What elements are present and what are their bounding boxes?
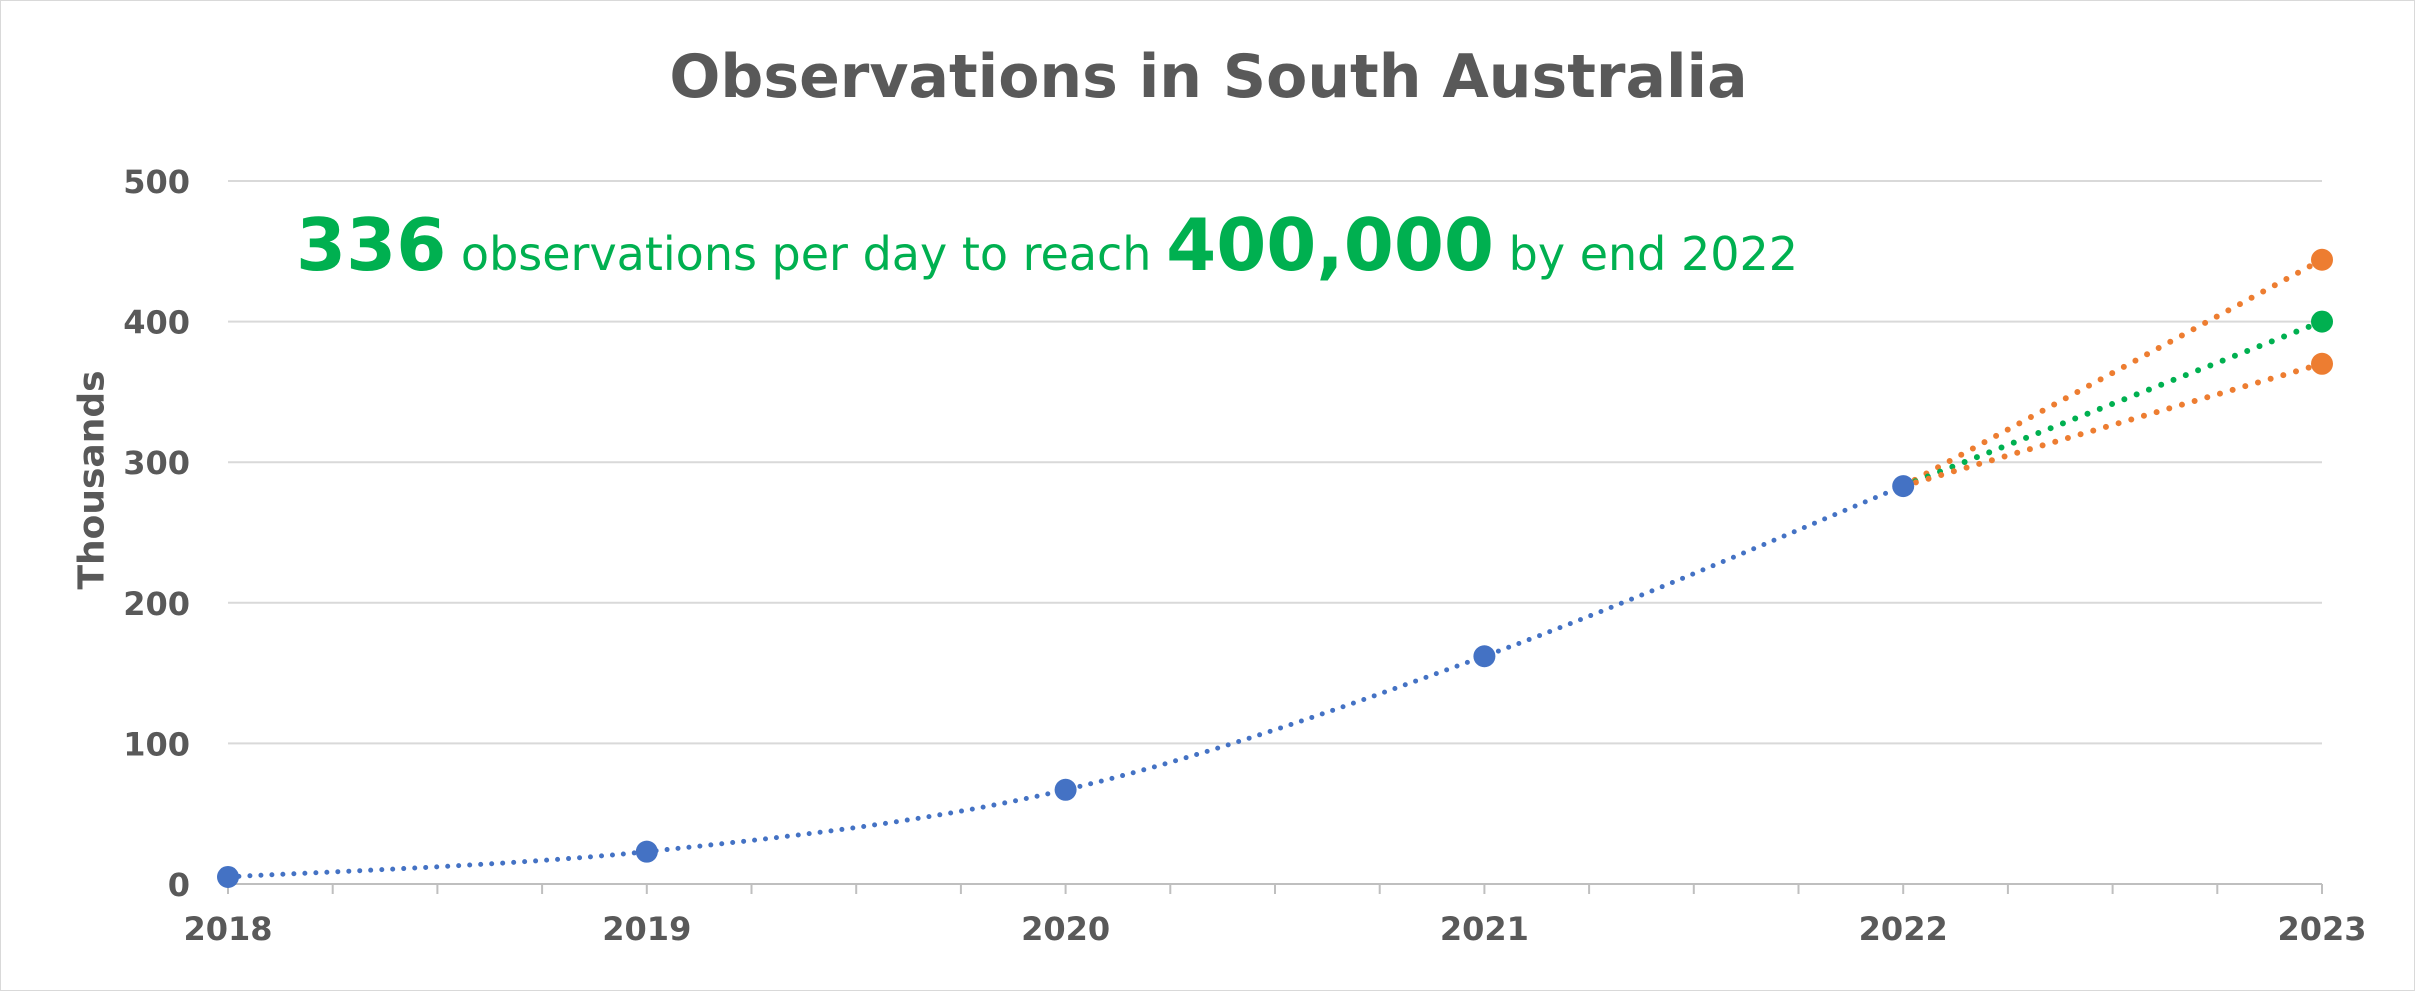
- data-point: [1054, 778, 1077, 801]
- headline-annotation: 336 observations per day to reach 400,00…: [296, 203, 1798, 287]
- y-tick-label: 500: [123, 163, 190, 201]
- data-point: [2311, 310, 2333, 333]
- series-line: [1900, 256, 2325, 490]
- series-line: [1900, 360, 2325, 490]
- y-tick-label: 200: [123, 585, 190, 623]
- x-tick-label: 2020: [1021, 910, 1110, 948]
- x-tick-label: 2019: [602, 910, 691, 948]
- series-line: [1900, 318, 2325, 490]
- data-point: [635, 840, 658, 863]
- y-tick-label: 100: [123, 725, 190, 763]
- x-tick-label: 2021: [1440, 910, 1529, 948]
- target-value: 400,000: [1166, 203, 1495, 287]
- x-tick-label: 2022: [1859, 910, 1948, 948]
- rate-value: 336: [296, 203, 447, 287]
- chart-title: Observations in South Australia: [669, 42, 1748, 112]
- data-point: [1892, 475, 1915, 498]
- data-point: [217, 865, 239, 888]
- y-tick-label: 300: [123, 444, 190, 482]
- x-tick-label: 2018: [183, 910, 272, 948]
- y-tick-label: 400: [123, 304, 190, 342]
- data-point: [2311, 352, 2333, 375]
- annotation-text-2: by end 2022: [1508, 227, 1799, 281]
- annotation-text-1: observations per day to reach: [460, 227, 1152, 281]
- data-point: [1473, 645, 1496, 668]
- y-tick-label: 0: [168, 866, 190, 904]
- x-tick-label: 2023: [2277, 910, 2366, 948]
- data-point: [2311, 248, 2333, 271]
- series-line: [225, 483, 1906, 880]
